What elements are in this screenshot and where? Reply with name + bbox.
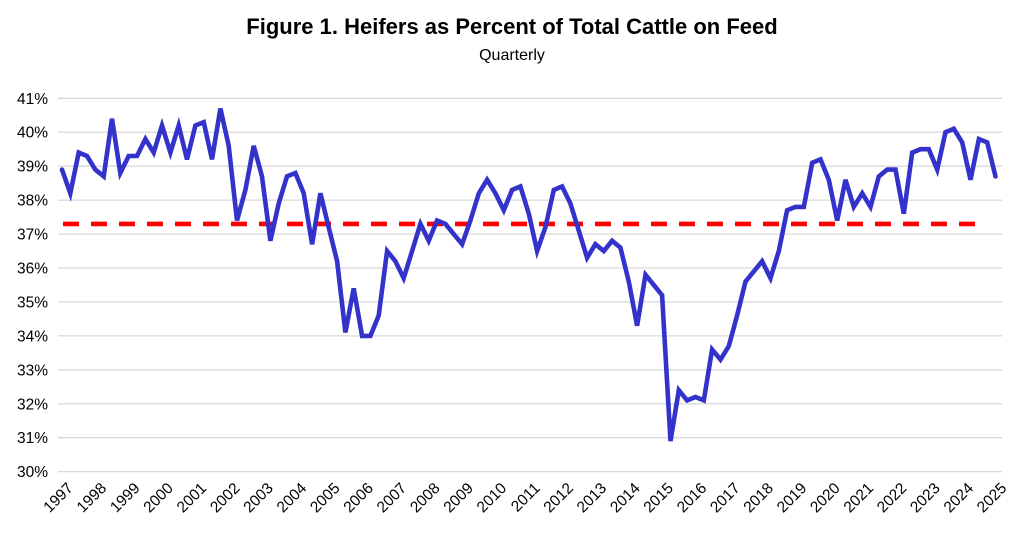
x-tick-label: 2018 (741, 480, 777, 516)
x-tick-label: 2000 (140, 480, 177, 517)
y-tick-label: 36% (17, 261, 48, 278)
x-tick-label: 2003 (240, 480, 276, 516)
y-tick-label: 40% (17, 125, 48, 142)
x-tick-label: 1998 (74, 480, 110, 516)
x-tick-label: 2013 (574, 480, 610, 516)
y-tick-label: 37% (17, 227, 48, 244)
x-tick-label: 2006 (341, 480, 377, 516)
x-tick-label: 2002 (207, 480, 243, 516)
x-tick-label: 2016 (674, 480, 710, 516)
chart-title: Figure 1. Heifers as Percent of Total Ca… (246, 14, 778, 39)
x-tick-label: 2010 (474, 480, 511, 517)
y-tick-label: 30% (17, 464, 48, 481)
y-tick-label: 41% (17, 91, 48, 108)
x-tick-label: 2022 (874, 480, 910, 516)
x-tick-label: 2023 (907, 480, 943, 516)
x-tick-label: 2007 (374, 480, 410, 516)
data-series-line (59, 108, 998, 442)
x-tick-label: 1999 (107, 480, 143, 516)
x-tick-label: 2017 (707, 480, 743, 516)
x-tick-label: 2025 (974, 480, 1010, 516)
y-tick-label: 31% (17, 430, 48, 447)
x-tick-label: 2020 (807, 480, 844, 517)
y-tick-label: 35% (17, 294, 48, 311)
x-tick-label: 2015 (641, 480, 677, 516)
y-tick-label: 38% (17, 193, 48, 210)
x-tick-label: 2019 (774, 480, 810, 516)
y-tick-label: 32% (17, 396, 48, 413)
y-tick-label: 33% (17, 362, 48, 379)
x-tick-label: 2011 (508, 480, 544, 516)
x-tick-label: 2014 (607, 480, 644, 517)
x-tick-label: 2008 (407, 480, 443, 516)
x-tick-label: 2021 (841, 480, 877, 516)
x-tick-label: 2001 (174, 480, 210, 516)
x-tick-label: 2009 (441, 480, 477, 516)
x-tick-label: 2004 (274, 480, 311, 517)
x-tick-label: 2012 (541, 480, 577, 516)
x-tick-label: 2024 (941, 480, 978, 517)
chart-subtitle: Quarterly (479, 47, 545, 64)
x-tick-label: 1997 (40, 480, 76, 516)
x-tick-label: 2005 (307, 480, 343, 516)
y-tick-label: 39% (17, 159, 48, 176)
y-tick-label: 34% (17, 328, 48, 345)
